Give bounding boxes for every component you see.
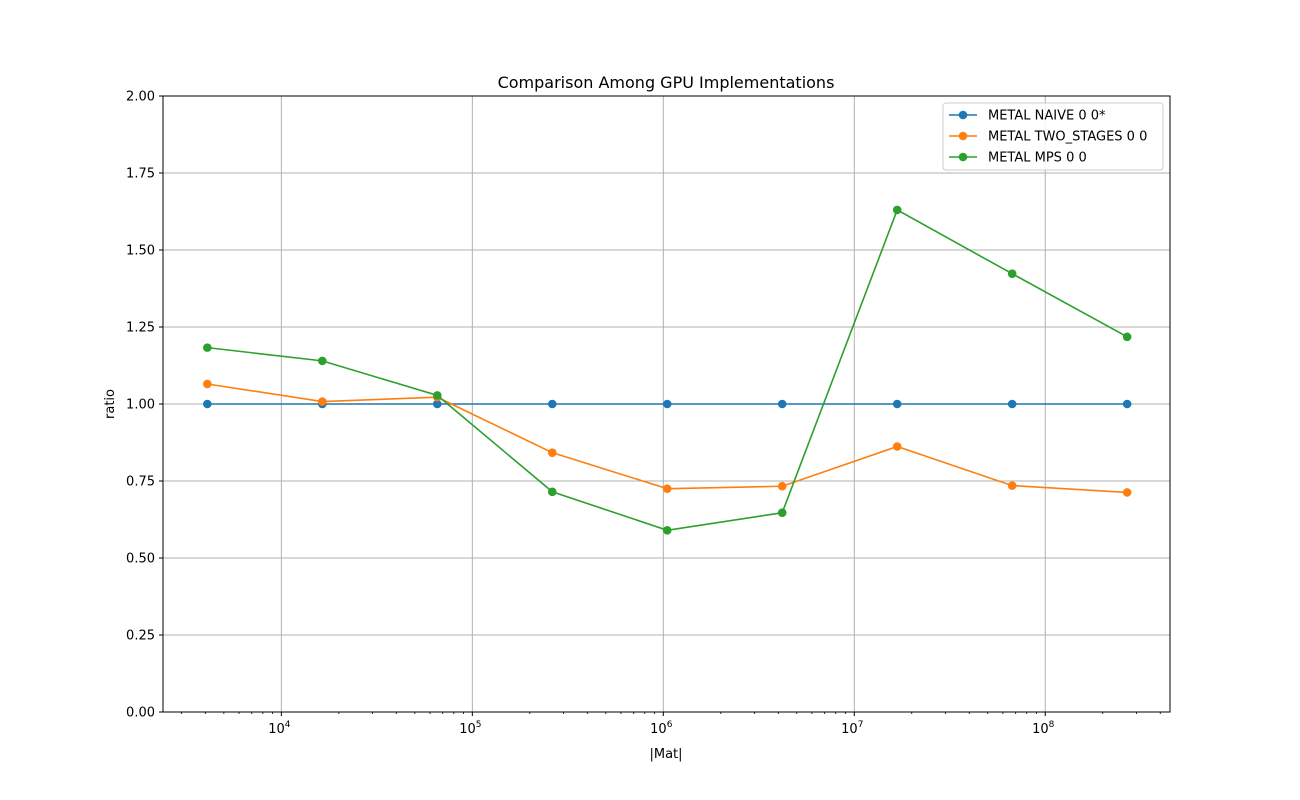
- data-point: [318, 356, 327, 366]
- y-tick-label: 1.50: [126, 244, 155, 259]
- x-tick-base: 10: [650, 722, 667, 737]
- data-point: [892, 399, 902, 409]
- y-tick-label: 0.50: [126, 552, 155, 567]
- x-tick-label: 104: [268, 720, 291, 737]
- data-point: [203, 399, 212, 409]
- x-tick-base: 10: [268, 722, 285, 737]
- legend-label: METAL MPS 0 0: [988, 151, 1087, 166]
- y-tick-label: 0.75: [126, 475, 155, 490]
- y-tick-label: 0.00: [126, 706, 155, 721]
- y-tick-label: 1.25: [126, 321, 155, 336]
- data-point: [777, 508, 787, 518]
- x-tick-exponent: 4: [285, 720, 291, 730]
- x-tick-label: 108: [1032, 720, 1055, 737]
- data-point: [203, 379, 212, 389]
- x-tick-label: 105: [459, 720, 481, 737]
- data-point: [892, 205, 902, 215]
- y-tick-label: 1.75: [126, 167, 155, 182]
- series-1: [203, 379, 1132, 497]
- x-tick-base: 10: [459, 722, 476, 737]
- data-point: [892, 442, 902, 451]
- data-point: [662, 399, 672, 409]
- data-point: [662, 484, 672, 494]
- legend-item: METAL MPS 0 0: [949, 151, 1087, 166]
- y-tick-label: 1.00: [126, 398, 155, 413]
- series-0: [203, 399, 1132, 409]
- data-point: [777, 399, 787, 409]
- legend-marker: [958, 110, 968, 120]
- data-point: [1007, 481, 1017, 490]
- legend: METAL NAIVE 0 0* METAL TWO_STAGES 0 0 META…: [942, 102, 1164, 171]
- data-point: [432, 399, 442, 409]
- chart-title: Comparison Among GPU Implementations: [498, 73, 835, 92]
- y-axis-label: ratio: [103, 389, 118, 419]
- x-tick-exponent: 6: [667, 720, 673, 730]
- legend-label: METAL NAIVE 0 0*: [988, 109, 1106, 124]
- data-point: [547, 399, 557, 409]
- x-tick-exponent: 7: [858, 720, 864, 730]
- legend-marker: [958, 152, 968, 162]
- data-point: [432, 391, 442, 400]
- x-axis: 104 105 106 107 108: [268, 712, 1055, 737]
- data-point: [662, 525, 672, 535]
- minor-ticks: [181, 712, 1161, 714]
- x-axis-label: |Mat|: [649, 747, 682, 762]
- data-point: [547, 448, 557, 457]
- legend-label: METAL TWO_STAGES 0 0: [988, 130, 1147, 145]
- data-point: [547, 487, 557, 497]
- data-point: [777, 481, 787, 491]
- legend-item: METAL NAIVE 0 0*: [949, 109, 1106, 124]
- y-tick-label: 2.00: [126, 90, 155, 105]
- x-tick-base: 10: [841, 722, 858, 737]
- y-axis: 0.00 0.25 0.50 0.75 1.00 1.25 1.50 1.75 2.00: [126, 90, 163, 721]
- data-point: [1122, 332, 1132, 342]
- x-tick-label: 107: [841, 720, 863, 737]
- x-tick-exponent: 8: [1049, 720, 1055, 730]
- legend-item: METAL TWO_STAGES 0 0: [949, 130, 1147, 145]
- legend-box: [942, 102, 1164, 171]
- x-tick-base: 10: [1032, 722, 1049, 737]
- legend-marker: [958, 131, 968, 141]
- x-tick-label: 106: [650, 720, 673, 737]
- data-point: [1007, 269, 1017, 279]
- x-tick-exponent: 5: [476, 720, 482, 730]
- series-2: [203, 205, 1132, 535]
- data-point: [1122, 488, 1132, 497]
- series-layer: [203, 205, 1132, 535]
- data-point: [203, 343, 212, 352]
- data-point: [1007, 399, 1017, 409]
- data-point: [318, 397, 327, 406]
- data-point: [1122, 399, 1132, 409]
- y-tick-label: 0.25: [126, 629, 155, 644]
